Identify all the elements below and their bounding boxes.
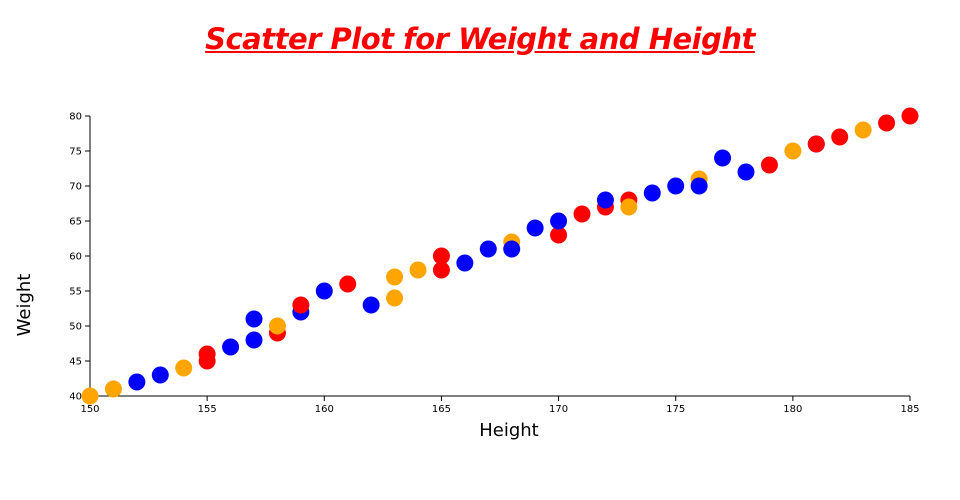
data-point bbox=[432, 247, 450, 265]
y-axis-title: Weight bbox=[14, 274, 35, 337]
data-point bbox=[222, 338, 240, 356]
data-point bbox=[878, 114, 896, 132]
data-points bbox=[81, 107, 919, 405]
data-point bbox=[503, 240, 521, 258]
x-tick-label: 160 bbox=[315, 404, 334, 415]
x-tick-label: 170 bbox=[549, 404, 568, 415]
data-point bbox=[714, 149, 732, 167]
x-tick-label: 165 bbox=[432, 404, 451, 415]
data-point bbox=[175, 359, 193, 377]
data-point bbox=[760, 156, 778, 174]
data-point bbox=[292, 296, 310, 314]
data-point bbox=[362, 296, 380, 314]
data-point bbox=[409, 261, 427, 279]
data-point bbox=[386, 268, 404, 286]
data-point bbox=[667, 177, 685, 195]
data-point bbox=[245, 310, 263, 328]
data-point bbox=[550, 226, 568, 244]
data-point bbox=[573, 205, 591, 223]
y-tick-label: 80 bbox=[69, 112, 82, 123]
data-point bbox=[456, 254, 474, 272]
data-point bbox=[315, 282, 333, 300]
y-tick-label: 40 bbox=[69, 392, 82, 403]
x-axis-title: Height bbox=[479, 420, 539, 441]
data-point bbox=[339, 275, 357, 293]
chart-title: Scatter Plot for Weight and Height bbox=[205, 22, 755, 56]
x-tick-label: 150 bbox=[80, 404, 99, 415]
x-tick-label: 155 bbox=[198, 404, 217, 415]
data-point bbox=[81, 387, 99, 405]
data-point bbox=[432, 261, 450, 279]
y-tick-label: 45 bbox=[69, 357, 82, 368]
data-point bbox=[901, 107, 919, 125]
data-point bbox=[198, 345, 216, 363]
data-point bbox=[104, 380, 122, 398]
y-tick-label: 75 bbox=[69, 147, 82, 158]
y-tick-label: 70 bbox=[69, 182, 82, 193]
y-tick-label: 65 bbox=[69, 217, 82, 228]
data-point bbox=[690, 177, 708, 195]
x-tick-label: 175 bbox=[666, 404, 685, 415]
data-point bbox=[526, 219, 544, 237]
data-point bbox=[596, 191, 614, 209]
data-point bbox=[550, 212, 568, 230]
data-point bbox=[479, 240, 497, 258]
data-point bbox=[245, 331, 263, 349]
y-tick-label: 60 bbox=[69, 252, 82, 263]
data-point bbox=[784, 142, 802, 160]
data-point bbox=[831, 128, 849, 146]
data-point bbox=[737, 163, 755, 181]
axes: 40 45 50 55 60 65 70 75 80 150 155 160 165 170 175 180 1… bbox=[69, 112, 919, 416]
data-point bbox=[620, 198, 638, 216]
data-point bbox=[151, 366, 169, 384]
data-point bbox=[268, 317, 286, 335]
data-point bbox=[128, 373, 146, 391]
data-point bbox=[854, 121, 872, 139]
x-tick-label: 180 bbox=[783, 404, 802, 415]
data-point bbox=[386, 289, 404, 307]
data-point bbox=[643, 184, 661, 202]
y-tick-label: 55 bbox=[69, 287, 82, 298]
x-tick-label: 185 bbox=[900, 404, 919, 415]
data-point bbox=[807, 135, 825, 153]
y-tick-label: 50 bbox=[69, 322, 82, 333]
